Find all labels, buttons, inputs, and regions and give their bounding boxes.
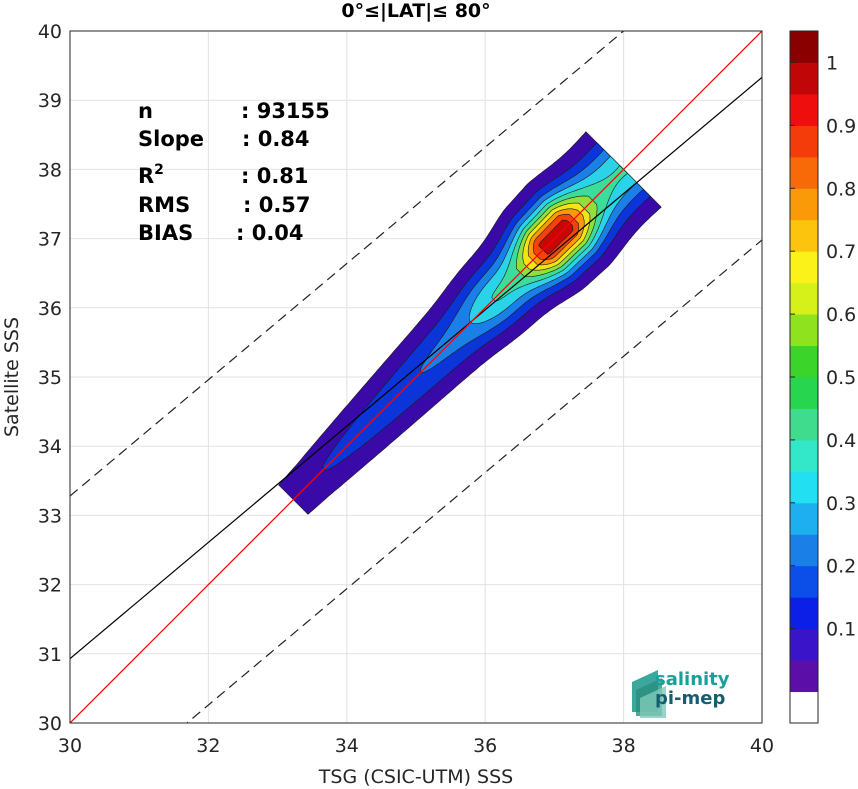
colorbar-tick-label: 1 (826, 52, 838, 74)
colorbar-band (790, 471, 818, 504)
identity-line (70, 31, 762, 723)
colorbar-band (790, 188, 818, 221)
y-tick-label: 38 (38, 159, 62, 181)
colorbar-tick-label: 0.5 (826, 367, 856, 389)
colorbar-tick-label: 0.1 (826, 619, 856, 641)
colorbar-band (790, 31, 818, 63)
stat-key: RMS (138, 193, 190, 217)
colorbar-band (790, 345, 818, 378)
stat-value: : 0.04 (236, 221, 304, 245)
colorbar-tick-label: 0.8 (826, 178, 856, 200)
x-tick-labels: 30 32 34 36 38 40 (58, 735, 774, 757)
y-tick-label: 31 (38, 644, 62, 666)
x-tick-label: 38 (612, 735, 636, 757)
y-tick-label: 34 (38, 436, 62, 458)
colorbar-band (790, 439, 818, 472)
y-tick-label: 39 (38, 90, 62, 112)
colorbar-band (790, 251, 818, 284)
colorbar-band (790, 125, 818, 158)
colorbar-band (790, 408, 818, 441)
colorbar-band (790, 534, 818, 567)
y-tick-labels: 30 31 32 33 34 35 36 37 38 39 40 (38, 21, 62, 735)
stat-value: : 93155 (241, 99, 330, 123)
salinity-pimep-logo: salinity pi-mep (632, 669, 730, 718)
colorbar-band (790, 314, 818, 347)
grid-lines (69, 30, 763, 724)
logo-salinity-text: salinity (655, 669, 730, 690)
colorbar-band (790, 565, 818, 598)
colorbar-tick-labels: 0.1 0.2 0.3 0.4 0.5 0.6 0.7 0.8 0.9 1 (790, 52, 856, 641)
y-tick-label: 32 (38, 575, 62, 597)
y-tick-label: 37 (38, 229, 62, 251)
y-tick-label: 30 (38, 713, 62, 735)
y-tick-label: 40 (38, 21, 62, 43)
colorbar-band (790, 628, 818, 661)
x-tick-label: 40 (750, 735, 774, 757)
colorbar-band (790, 377, 818, 409)
colorbar (789, 30, 819, 724)
x-tick-label: 32 (196, 735, 220, 757)
y-tick-label: 35 (38, 367, 62, 389)
stat-key: Slope (138, 127, 204, 151)
reference-lines (70, 31, 762, 723)
colorbar-tick-label: 0.9 (826, 115, 856, 137)
colorbar-band (790, 62, 818, 95)
colorbar-band (790, 691, 818, 724)
y-tick-label: 36 (38, 298, 62, 320)
stat-key: BIAS (138, 221, 193, 245)
y-tick-label: 33 (38, 505, 62, 527)
colorbar-band (790, 156, 818, 189)
colorbar-tick-label: 0.6 (826, 304, 856, 326)
x-axis-label: TSG (CSIC-UTM) SSS (318, 766, 513, 788)
colorbar-tick-label: 0.4 (826, 430, 856, 452)
logo-pimep-text: pi-mep (655, 688, 725, 709)
wave-logo-icon (632, 670, 666, 718)
stat-value: : 0.57 (243, 193, 311, 217)
regression-line (70, 76, 762, 660)
chart-title: 0°≤|LAT|≤ 80° (341, 0, 490, 22)
lower-envelope-line (186, 239, 762, 723)
colorbar-band (790, 219, 818, 252)
upper-envelope-line (70, 31, 625, 497)
colorbar-band (790, 597, 818, 630)
x-tick-label: 30 (58, 735, 82, 757)
colorbar-band (790, 282, 818, 315)
x-tick-label: 34 (335, 735, 359, 757)
colorbar-band (790, 93, 818, 126)
colorbar-tick-label: 0.7 (826, 241, 856, 263)
stat-key: n (138, 99, 153, 123)
y-axis-label: Satellite SSS (1, 317, 23, 437)
plot-frame (69, 30, 763, 724)
x-tick-label: 36 (473, 735, 497, 757)
colorbar-band (790, 660, 818, 693)
colorbar-tick-label: 0.2 (826, 556, 856, 578)
stat-value: : 0.81 (241, 164, 309, 188)
stat-value: : 0.84 (242, 127, 310, 151)
colorbar-band (790, 502, 818, 535)
colorbar-tick-label: 0.3 (826, 493, 856, 515)
